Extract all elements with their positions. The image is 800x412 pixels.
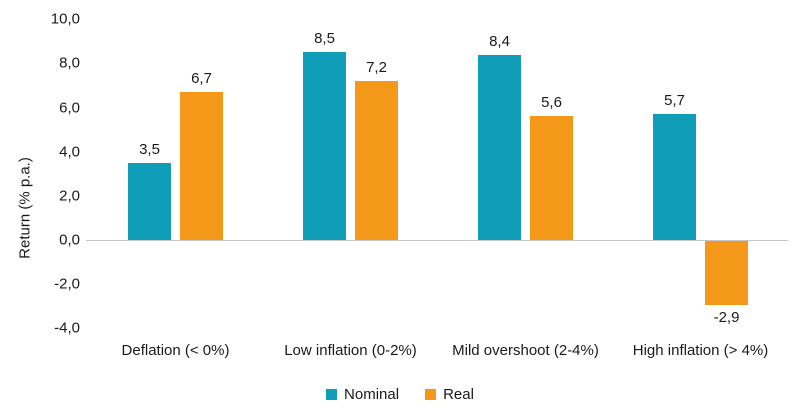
y-tick-label: 4,0 — [59, 143, 80, 161]
bar-nominal — [653, 114, 696, 240]
bar-nominal — [303, 52, 346, 240]
x-category-label: High inflation (> 4%) — [632, 342, 769, 359]
y-tick-label: 0,0 — [59, 231, 80, 249]
bar-value-label: 5,6 — [541, 94, 562, 112]
y-tick-label: 10,0 — [50, 10, 80, 28]
legend-label: Real — [443, 386, 474, 403]
legend-label: Nominal — [344, 386, 400, 403]
bar-value-label: 6,7 — [191, 70, 212, 88]
y-tick-label: 2,0 — [59, 187, 80, 205]
bar-nominal — [128, 162, 171, 240]
y-tick-label: 6,0 — [59, 99, 80, 117]
y-tick-label: -2,0 — [54, 275, 80, 293]
x-category-label: Deflation (< 0%) — [121, 342, 230, 359]
legend-swatch-real — [425, 389, 437, 400]
bar-nominal — [478, 54, 521, 240]
y-tick-label: -4,0 — [54, 319, 80, 337]
bar-value-label: 7,2 — [366, 59, 387, 77]
bar-real — [180, 92, 223, 240]
bar-real — [530, 116, 573, 240]
legend-swatch-nominal — [326, 389, 338, 400]
y-tick-label: 8,0 — [59, 54, 80, 72]
bar-value-label: 8,5 — [314, 30, 335, 48]
legend-item-real: Real — [425, 386, 474, 403]
x-category-label: Mild overshoot (2-4%) — [452, 342, 599, 359]
legend-item-nominal: Nominal — [326, 386, 399, 403]
bar-real — [705, 241, 748, 305]
bar-real — [355, 81, 398, 240]
bar-value-label: -2,9 — [713, 309, 740, 326]
bar-value-label: 5,7 — [664, 92, 685, 110]
legend: Nominal Real — [0, 386, 800, 403]
bar-value-label: 8,4 — [489, 32, 510, 50]
zero-axis-line — [86, 240, 788, 241]
x-category-label: Low inflation (0-2%) — [284, 342, 417, 359]
bar-value-label: 3,5 — [139, 140, 160, 158]
